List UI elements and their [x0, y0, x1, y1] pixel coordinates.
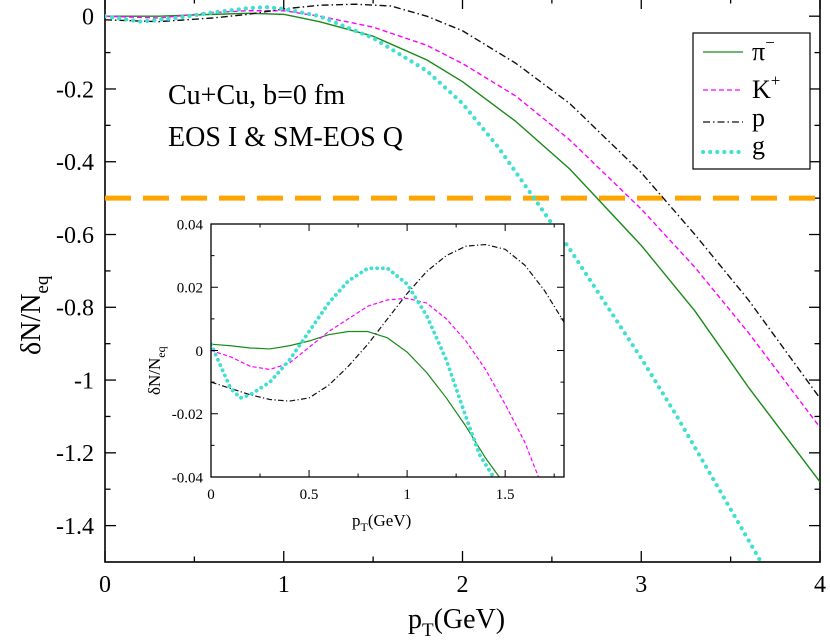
inset-x-tick-label: 0.5: [300, 487, 319, 503]
inset-y-tick-label: 0.04: [177, 217, 204, 233]
inset-y-tick-label: -0.02: [172, 407, 203, 423]
inset-series-g: [211, 266, 496, 477]
inset-y-tick-label: 0.02: [177, 281, 203, 297]
inset-series-group: [211, 243, 564, 477]
inset-x-tick-label: 1: [403, 487, 411, 503]
main-series-k: [105, 10, 820, 428]
main-x-tick-label: 3: [635, 572, 647, 598]
main-series-group: [105, 3, 820, 562]
main-x-tick-label: 1: [278, 572, 290, 598]
main-series-: [105, 12, 820, 483]
main-y-tick-label: -0.2: [56, 77, 94, 103]
legend-label-k: K+: [752, 71, 780, 104]
legend-box: [692, 32, 811, 170]
inset-y-tick-label: -0.04: [172, 470, 204, 486]
inset-background: [211, 224, 564, 477]
inset-x-axis-label: pT(GeV): [352, 511, 411, 534]
main-y-tick-label: -1: [74, 368, 94, 394]
main-y-tick-label: -0.4: [56, 150, 94, 176]
legend: π− K+ p g: [692, 32, 811, 170]
inset-x-tick-label: 0: [207, 487, 215, 503]
main-x-tick-label: 4: [814, 572, 826, 598]
main-y-tick-label: -1.4: [56, 514, 94, 540]
inset-series-: [211, 330, 500, 477]
main-x-tick-label: 2: [457, 572, 469, 598]
annotation-eos: EOS I & SM-EOS Q: [168, 122, 403, 153]
main-y-tick-label: -1.2: [56, 441, 94, 467]
legend-label-pi: π−: [752, 33, 775, 66]
main-x-ticks: 0 1 2 3 4: [99, 0, 826, 598]
annotation-collision: Cu+Cu, b=0 fm: [168, 80, 345, 111]
main-y-tick-label: -0.8: [56, 296, 94, 322]
legend-label-g: g: [752, 131, 765, 160]
main-y-tick-label: 0: [82, 5, 94, 31]
main-y-ticks: 0 -0.2 -0.4 -0.6 -0.8 -1 -1.2 -1.4: [56, 5, 820, 540]
inset-series-p: [211, 243, 564, 402]
inset-y-ticks: 0.04 0.02 0 -0.02 -0.04: [172, 217, 564, 486]
main-series-p: [105, 3, 820, 399]
main-x-tick-label: 0: [99, 572, 111, 598]
inset-y-tick-label: 0: [196, 344, 204, 360]
main-x-axis-label: pT(GeV): [408, 604, 505, 641]
inset-y-axis-label: δN/Neq: [145, 346, 168, 395]
inset-series-k: [211, 297, 540, 477]
inset-x-ticks: 0 0.5 1 1.5: [207, 224, 555, 503]
inset-x-tick-label: 1.5: [496, 487, 515, 503]
main-y-axis-label: δN/Neq: [16, 275, 53, 355]
main-y-tick-label: -0.6: [56, 223, 94, 249]
main-series-g: [105, 5, 764, 562]
legend-label-p: p: [752, 103, 765, 132]
